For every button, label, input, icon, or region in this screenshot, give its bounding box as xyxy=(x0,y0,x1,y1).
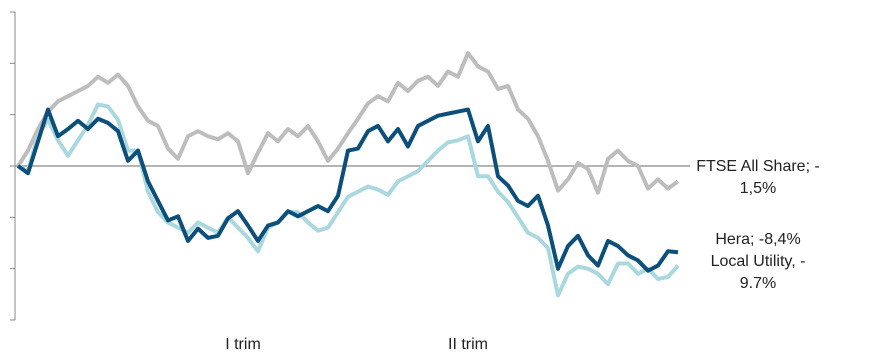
series-label: Local Utility, - xyxy=(711,253,806,270)
series-label: 9.7% xyxy=(740,275,776,292)
x-tick-label: II trim xyxy=(448,336,488,353)
series-label: 1,5% xyxy=(740,180,776,197)
series-label: Hera; -8,4% xyxy=(715,231,800,248)
series-label: FTSE All Share; - xyxy=(696,158,820,175)
series-line xyxy=(17,102,680,298)
series-line xyxy=(16,51,680,195)
series-line xyxy=(16,107,679,273)
x-tick-label: I trim xyxy=(225,336,261,353)
